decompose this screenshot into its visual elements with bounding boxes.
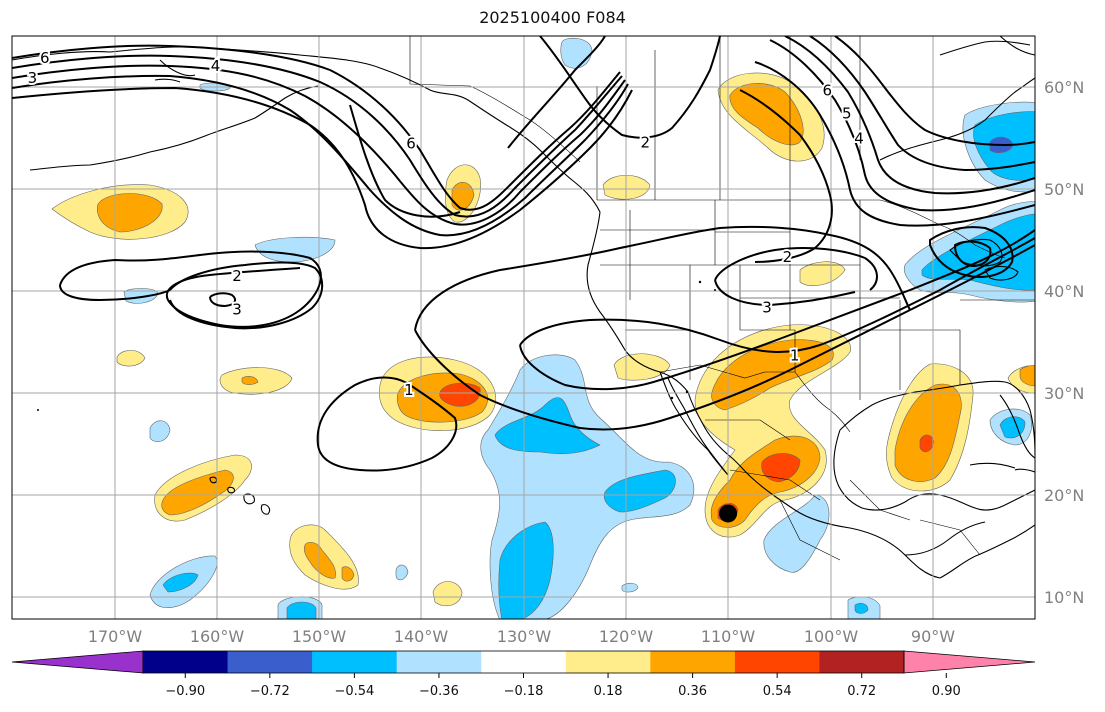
- colorbar-tick-label: 0.54: [763, 684, 792, 699]
- contour-label: 6: [406, 135, 416, 153]
- lon-label: 120°W: [599, 627, 654, 646]
- colorbar-tick-label: 0.18: [594, 684, 623, 699]
- contour-label: 6: [40, 49, 50, 67]
- anomaly-blob-positive: [116, 350, 146, 367]
- contour-label: 6: [823, 81, 833, 99]
- contour-label: 3: [762, 298, 772, 316]
- lat-label: 20°N: [1044, 486, 1084, 505]
- contour-label: 5: [842, 104, 852, 122]
- lon-label: 90°W: [911, 627, 955, 646]
- colorbar-cell: [227, 651, 313, 673]
- lon-label: 100°W: [804, 627, 859, 646]
- anomaly-core-positive: [341, 566, 355, 582]
- anomaly-blob-positive: [799, 261, 846, 286]
- lon-label: 150°W: [292, 627, 347, 646]
- contour-label: 4: [211, 57, 221, 75]
- lat-label: 10°N: [1044, 588, 1084, 607]
- lon-label: 130°W: [497, 627, 552, 646]
- map-frame: [11, 35, 1036, 620]
- lat-label: 30°N: [1044, 384, 1084, 403]
- anomaly-core-negative: [286, 601, 317, 619]
- latitude-axis-labels: 60°N 50°N 40°N 30°N 20°N 10°N: [1044, 78, 1084, 607]
- anomaly-blob-positive: [432, 581, 463, 607]
- colorbar-cell: [565, 651, 651, 673]
- colorbar-tick-label: −0.36: [419, 684, 459, 699]
- anomaly-core-positive: [1019, 365, 1035, 387]
- lat-label: 40°N: [1044, 282, 1084, 301]
- lon-label: 170°W: [88, 627, 143, 646]
- colorbar-extend-max: [903, 650, 1036, 674]
- anomaly-core-negative: [603, 469, 676, 513]
- lon-label: 140°W: [394, 627, 449, 646]
- colorbar-tick-label: −0.72: [250, 684, 290, 699]
- anomaly-peak-positive: [919, 434, 935, 453]
- contour-label: 2: [640, 134, 650, 152]
- anomaly-core-positive: [241, 376, 259, 385]
- shaded-anomaly-field: [51, 37, 1035, 619]
- colorbar-cell: [734, 651, 820, 673]
- contour-label: 2: [232, 267, 242, 285]
- islands: [37, 280, 716, 411]
- anomaly-core-negative: [498, 521, 554, 619]
- contour-lines: [12, 36, 1035, 472]
- contour-label: 4: [854, 130, 864, 148]
- anomaly-core-negative: [494, 397, 601, 455]
- colorbar-tick-label: 0.90: [932, 684, 961, 699]
- anomaly-blob-negative: [395, 564, 409, 581]
- anomaly-blob-negative: [149, 420, 171, 443]
- colorbar-cell: [396, 651, 482, 673]
- anomaly-blob-negative: [254, 236, 336, 263]
- colorbar-tick-label: −0.54: [334, 684, 374, 699]
- anomaly-core-negative: [854, 603, 869, 614]
- colorbar-cell: [819, 651, 905, 673]
- contour-label: 3: [28, 69, 38, 87]
- contour-label: 1: [790, 347, 800, 365]
- contour-label: 3: [232, 300, 242, 318]
- colorbar-cell: [143, 651, 229, 673]
- colorbar-cell: [312, 651, 398, 673]
- anomaly-core-positive: [97, 193, 163, 233]
- colorbar: −0.90 −0.72 −0.54 −0.36 −0.18 0.18 0.36 0.54 0.7…: [11, 650, 1036, 699]
- colorbar-tick-label: 0.36: [678, 684, 707, 699]
- anomaly-blob-positive: [613, 353, 671, 381]
- contour-label: 1: [404, 381, 414, 399]
- anomaly-core-positive: [303, 541, 336, 579]
- anomaly-core-positive: [729, 83, 804, 146]
- colorbar-tick-label: −0.90: [165, 684, 205, 699]
- contour-label: 2: [783, 248, 793, 266]
- anomaly-peak-positive: [761, 453, 801, 483]
- colorbar-extend-min: [11, 650, 144, 674]
- map-title: 2025100400 F084: [479, 8, 626, 27]
- lat-label: 60°N: [1044, 78, 1084, 97]
- anomaly-core-positive: [161, 469, 234, 516]
- colorbar-cell: [650, 651, 736, 673]
- location-marker-dot: [719, 504, 738, 523]
- colorbar-tick-label: 0.72: [847, 684, 876, 699]
- anomaly-core-negative: [162, 572, 199, 593]
- anomaly-blob-negative: [763, 494, 830, 573]
- anomaly-core-positive: [894, 383, 962, 482]
- lat-label: 50°N: [1044, 180, 1084, 199]
- lon-label: 110°W: [701, 627, 756, 646]
- colorbar-cell: [481, 651, 567, 673]
- longitude-axis-labels: 170°W 160°W 150°W 140°W 130°W 120°W 110°…: [88, 627, 955, 646]
- lon-label: 160°W: [190, 627, 245, 646]
- colorbar-tick-label: −0.18: [504, 684, 544, 699]
